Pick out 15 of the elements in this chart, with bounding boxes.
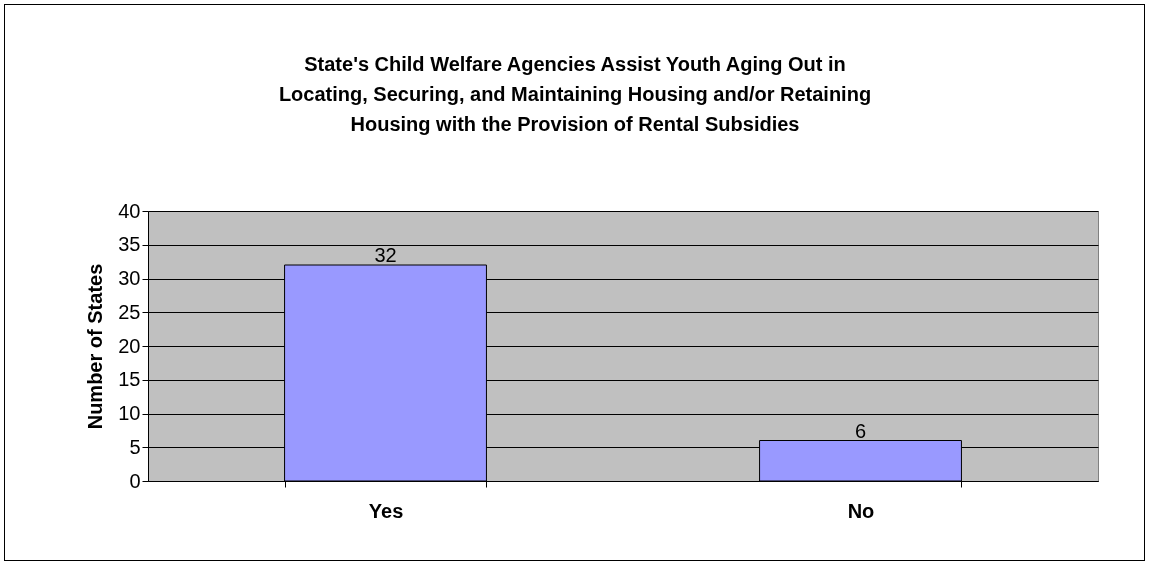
data-label: 6 — [854, 419, 867, 442]
y-tick-label: 5 — [129, 435, 141, 458]
y-axis-title: Number of States — [84, 263, 107, 430]
x-tick-label: Yes — [368, 499, 404, 522]
y-tick-label: 30 — [118, 267, 141, 289]
y-tick-label: 10 — [118, 402, 141, 424]
y-tick-label: 20 — [118, 334, 141, 357]
y-tick-label: 40 — [118, 199, 141, 222]
x-tick-label: No — [847, 499, 875, 522]
y-tick-label: 0 — [129, 469, 141, 492]
y-tick-label: 35 — [118, 233, 141, 256]
y-tick-label: 15 — [118, 368, 141, 391]
chart-title: State's Child Welfare Agencies Assist Youth Aging Out in Locating, Securing, and Maintaining Housing and/or Retaining Housing with the Provision of Rental Subsidies — [278, 53, 872, 135]
data-label: 32 — [374, 244, 397, 266]
y-tick-label: 25 — [118, 300, 141, 323]
